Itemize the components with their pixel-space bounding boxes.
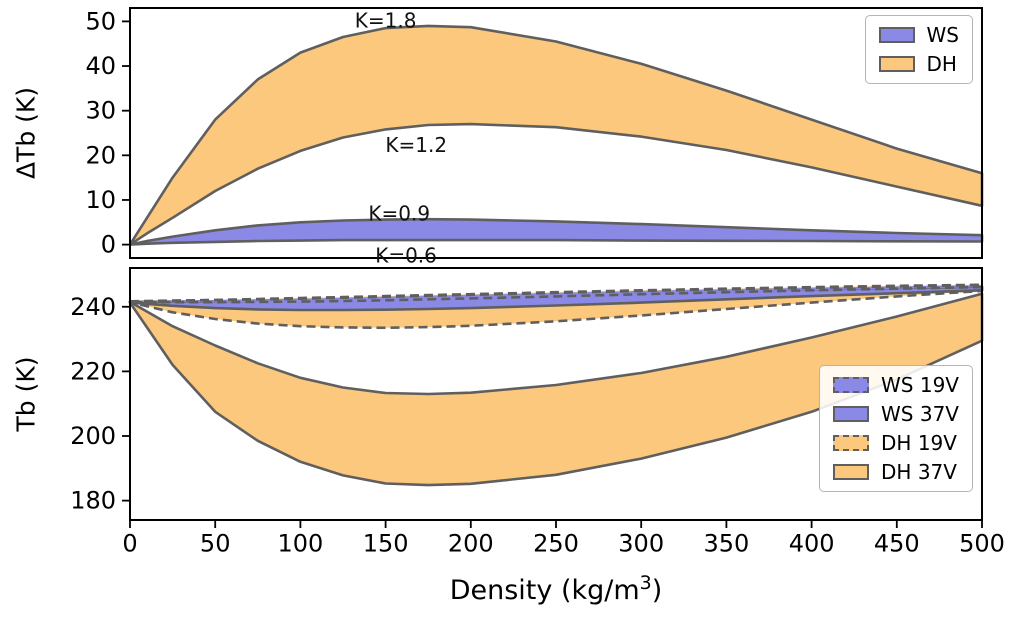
annotation-k-1.8: K=1.8 xyxy=(355,9,417,33)
legend-label: WS xyxy=(926,23,959,47)
legend-item-dh-37v: DH 37V xyxy=(833,462,959,482)
x-tick-label: 200 xyxy=(448,530,494,558)
top-legend: WS DH xyxy=(864,15,973,84)
x-axis-label-text: Density (kg/m xyxy=(449,575,640,606)
legend-swatch-ws-solid xyxy=(878,27,915,43)
legend-swatch-dh-dashed xyxy=(833,435,870,451)
bottom-legend: WS 19V WS 37V DH 19V DH 37V xyxy=(819,365,973,492)
x-tick-label: 150 xyxy=(363,530,409,558)
legend-swatch-ws-solid xyxy=(833,406,870,422)
y-tick-label: 240 xyxy=(70,293,116,321)
legend-item-ws-37v: WS 37V xyxy=(833,404,959,424)
x-tick-label: 400 xyxy=(789,530,835,558)
top-y-axis-label: ΔTb (K) xyxy=(11,86,41,180)
y-tick-label: 200 xyxy=(70,422,116,450)
legend-swatch-dh-solid xyxy=(878,56,915,72)
plot-top: 0 10 20 30 40 50 K=1.8 K=1.2 K=0.9 K=0.6 xyxy=(85,7,984,267)
legend-swatch-dh-solid xyxy=(833,464,870,480)
annotation-k-0.9: K=0.9 xyxy=(368,201,430,225)
legend-item-ws: WS xyxy=(878,23,959,47)
band-dh xyxy=(128,24,984,246)
annotation-k-1.2: K=1.2 xyxy=(385,133,447,157)
y-tick-label: 0 xyxy=(101,231,116,259)
y-tick-label: 20 xyxy=(85,141,116,169)
x-tick-label: 50 xyxy=(200,530,231,558)
legend-label: WS 19V xyxy=(881,373,959,397)
x-axis-label-superscript: 3 xyxy=(639,572,652,594)
x-tick-label: 350 xyxy=(703,530,749,558)
legend-swatch-ws-dashed xyxy=(833,377,870,393)
x-axis-label-close: ) xyxy=(651,575,663,606)
x-tick-label: 0 xyxy=(122,530,137,558)
bottom-y-axis-label: Tb (K) xyxy=(11,356,41,432)
y-tick-label: 180 xyxy=(70,487,116,515)
legend-label: DH xyxy=(926,52,957,76)
y-tick-label: 10 xyxy=(85,186,116,214)
y-tick-label: 30 xyxy=(85,97,116,125)
x-tick-label: 250 xyxy=(533,530,579,558)
x-tick-label: 100 xyxy=(277,530,323,558)
legend-label: DH 19V xyxy=(881,431,957,455)
legend-label: WS 37V xyxy=(881,402,959,426)
x-tick-label: 300 xyxy=(618,530,664,558)
legend-item-dh: DH xyxy=(878,52,959,76)
x-tick-label: 450 xyxy=(874,530,920,558)
legend-item-ws-19v: WS 19V xyxy=(833,375,959,395)
legend-item-dh-19v: DH 19V xyxy=(833,433,959,453)
x-tick-label: 500 xyxy=(959,530,1005,558)
y-tick-label: 220 xyxy=(70,357,116,385)
annotation-k-0.6: K=0.6 xyxy=(375,243,437,267)
band-ws xyxy=(128,217,984,246)
axes-spines xyxy=(129,7,983,259)
legend-label: DH 37V xyxy=(881,460,957,484)
y-tick-label: 50 xyxy=(85,7,116,35)
plot-bottom: 180 200 220 240 0 50 100 150 200 250 300 350 400 450 5… xyxy=(70,267,1005,558)
y-tick-label: 40 xyxy=(85,52,116,80)
x-axis-label: Density (kg/m3) xyxy=(450,572,663,606)
